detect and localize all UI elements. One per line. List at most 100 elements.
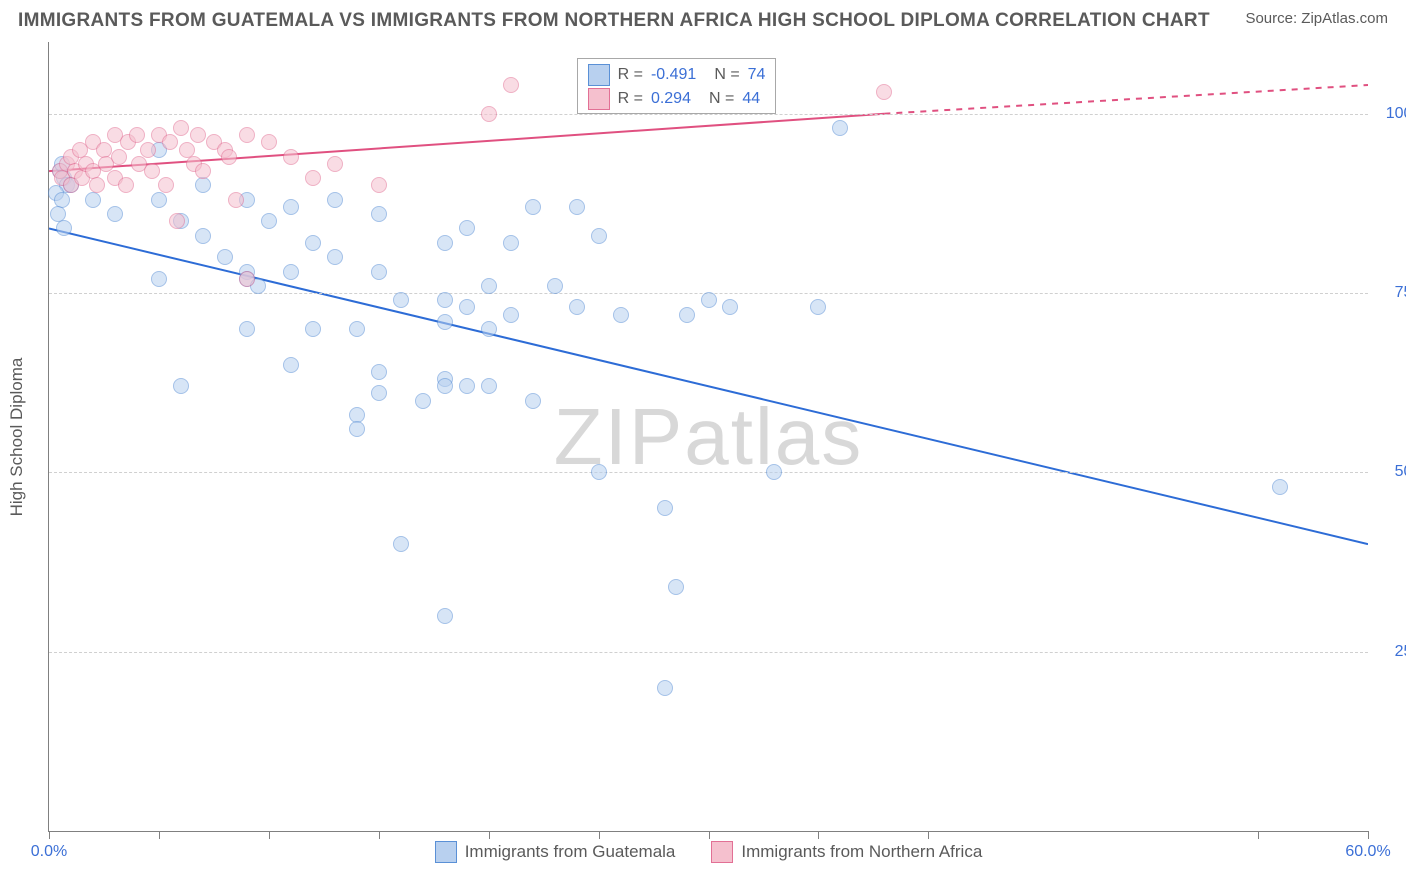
x-tick (818, 831, 819, 839)
scatter-point (459, 299, 475, 315)
correlation-legend: R =-0.491N =74R =0.294N =44 (577, 58, 777, 114)
x-tick (1368, 831, 1369, 839)
scatter-point (261, 213, 277, 229)
x-tick (489, 831, 490, 839)
scatter-point (547, 278, 563, 294)
scatter-point (393, 292, 409, 308)
scatter-point (371, 264, 387, 280)
scatter-point (85, 192, 101, 208)
chart-title: IMMIGRANTS FROM GUATEMALA VS IMMIGRANTS … (18, 10, 1210, 32)
scatter-point (503, 307, 519, 323)
scatter-point (679, 307, 695, 323)
scatter-point (503, 77, 519, 93)
scatter-point (151, 192, 167, 208)
scatter-point (503, 235, 519, 251)
scatter-point (415, 393, 431, 409)
scatter-point (305, 321, 321, 337)
scatter-point (89, 177, 105, 193)
scatter-point (56, 220, 72, 236)
scatter-point (810, 299, 826, 315)
x-tick (928, 831, 929, 839)
legend-item: Immigrants from Guatemala (435, 841, 676, 863)
legend-item: Immigrants from Northern Africa (711, 841, 982, 863)
scatter-point (766, 464, 782, 480)
scatter-point (371, 177, 387, 193)
scatter-point (349, 421, 365, 437)
scatter-point (437, 608, 453, 624)
scatter-point (327, 156, 343, 172)
scatter-point (239, 127, 255, 143)
scatter-point (437, 378, 453, 394)
scatter-point (591, 228, 607, 244)
scatter-point (657, 680, 673, 696)
legend-row: R =0.294N =44 (588, 87, 766, 111)
x-tick (49, 831, 50, 839)
x-tick (709, 831, 710, 839)
scatter-point (327, 249, 343, 265)
y-tick-label: 25.0% (1376, 643, 1406, 661)
y-tick-label: 75.0% (1376, 284, 1406, 302)
gridline (49, 652, 1368, 653)
scatter-point (111, 149, 127, 165)
scatter-point (190, 127, 206, 143)
scatter-point (261, 134, 277, 150)
scatter-point (129, 127, 145, 143)
scatter-point (722, 299, 738, 315)
scatter-point (305, 235, 321, 251)
scatter-point (371, 364, 387, 380)
scatter-point (481, 321, 497, 337)
x-tick (1258, 831, 1259, 839)
scatter-point (221, 149, 237, 165)
scatter-point (393, 536, 409, 552)
gridline (49, 114, 1368, 115)
scatter-point (668, 579, 684, 595)
x-tick (269, 831, 270, 839)
scatter-point (525, 199, 541, 215)
scatter-point (144, 163, 160, 179)
scatter-point (569, 299, 585, 315)
scatter-point (158, 177, 174, 193)
x-tick (599, 831, 600, 839)
chart-plot-area: High School Diploma ZIPatlas 25.0%50.0%7… (48, 42, 1368, 832)
scatter-point (173, 378, 189, 394)
source-label: Source: ZipAtlas.com (1245, 10, 1388, 27)
scatter-point (569, 199, 585, 215)
scatter-point (371, 206, 387, 222)
scatter-point (1272, 479, 1288, 495)
scatter-point (591, 464, 607, 480)
scatter-point (195, 163, 211, 179)
y-tick-label: 50.0% (1376, 463, 1406, 481)
scatter-point (140, 142, 156, 158)
scatter-point (481, 378, 497, 394)
scatter-point (832, 120, 848, 136)
y-axis-label: High School Diploma (7, 357, 27, 516)
scatter-point (283, 149, 299, 165)
scatter-point (118, 177, 134, 193)
scatter-point (701, 292, 717, 308)
scatter-point (162, 134, 178, 150)
series-legend: Immigrants from Guatemala Immigrants from… (49, 841, 1368, 863)
scatter-point (151, 271, 167, 287)
legend-row: R =-0.491N =74 (588, 63, 766, 87)
scatter-point (195, 228, 211, 244)
scatter-point (169, 213, 185, 229)
scatter-point (228, 192, 244, 208)
scatter-point (437, 235, 453, 251)
scatter-point (481, 106, 497, 122)
scatter-point (283, 264, 299, 280)
scatter-point (195, 177, 211, 193)
scatter-point (525, 393, 541, 409)
gridline (49, 472, 1368, 473)
scatter-point (613, 307, 629, 323)
scatter-point (459, 378, 475, 394)
x-tick (379, 831, 380, 839)
scatter-point (283, 357, 299, 373)
x-tick (159, 831, 160, 839)
trendlines-svg (49, 42, 1368, 831)
scatter-point (459, 220, 475, 236)
scatter-point (327, 192, 343, 208)
y-tick-label: 100.0% (1376, 105, 1406, 123)
scatter-point (657, 500, 673, 516)
scatter-point (437, 314, 453, 330)
scatter-point (481, 278, 497, 294)
